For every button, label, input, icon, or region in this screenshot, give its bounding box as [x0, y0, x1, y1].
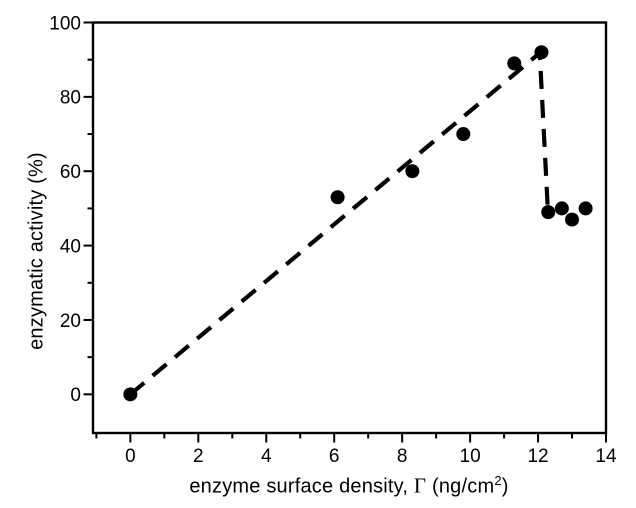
- data-point: [534, 45, 549, 60]
- x-axis-tick-label: 10: [460, 446, 481, 467]
- x-axis-unit-superscript: 2: [494, 472, 502, 488]
- y-axis-tick-label: 40: [60, 236, 81, 257]
- plot-area: [93, 22, 606, 433]
- x-axis-tick-label: 12: [527, 446, 548, 467]
- x-axis-tick-label: 6: [329, 446, 340, 467]
- x-axis-unit-close: ): [501, 475, 509, 498]
- y-axis-tick-label: 20: [60, 311, 81, 332]
- y-axis-tick-label: 80: [60, 88, 81, 109]
- data-point: [541, 205, 556, 220]
- data-point: [456, 127, 471, 142]
- x-axis-title: enzyme surface density, Γ (ng/cm2): [189, 474, 508, 499]
- data-point: [578, 201, 593, 216]
- x-axis-unit-open: (ng/cm: [426, 475, 495, 498]
- gamma-symbol: Γ: [413, 473, 427, 498]
- y-axis-tick-label: 0: [70, 385, 81, 406]
- data-point: [405, 164, 420, 179]
- y-axis-tick-label: 60: [60, 162, 81, 183]
- x-axis-tick-label: 8: [397, 446, 408, 467]
- data-point: [123, 387, 138, 402]
- data-point: [565, 212, 580, 227]
- data-point: [507, 56, 522, 71]
- x-axis-tick-label: 4: [261, 446, 272, 467]
- plot-border: [91, 21, 608, 435]
- data-point: [554, 201, 569, 216]
- x-axis-title-prefix: enzyme surface density,: [189, 475, 414, 498]
- y-axis-title: enzymatic activity (%): [26, 152, 49, 350]
- y-axis-title-text: enzymatic activity (%): [25, 152, 48, 350]
- x-axis-tick-label: 0: [125, 446, 136, 467]
- x-axis-tick-label: 14: [595, 446, 617, 467]
- y-axis-tick-label: 100: [49, 13, 81, 34]
- data-point: [330, 190, 345, 205]
- x-axis-tick-label: 2: [193, 446, 204, 467]
